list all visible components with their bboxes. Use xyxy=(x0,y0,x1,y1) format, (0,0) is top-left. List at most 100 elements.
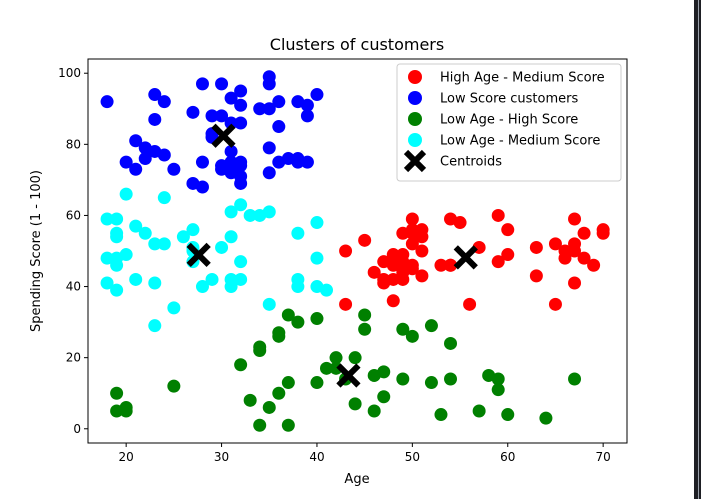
data-point xyxy=(558,244,572,258)
data-point xyxy=(434,408,448,422)
data-point xyxy=(110,386,124,400)
plot-area xyxy=(100,70,610,432)
data-point xyxy=(396,248,410,262)
data-point xyxy=(291,155,305,169)
data-point xyxy=(415,230,429,244)
data-point xyxy=(310,216,324,230)
data-point xyxy=(195,77,209,91)
data-point xyxy=(205,272,219,286)
data-point xyxy=(100,95,114,109)
data-point xyxy=(272,120,286,134)
data-point xyxy=(348,351,362,365)
data-point xyxy=(272,386,286,400)
data-point xyxy=(262,77,276,91)
legend-marker-high-age-medium-score xyxy=(408,70,422,84)
data-point xyxy=(176,230,190,244)
data-point xyxy=(319,361,333,375)
data-point xyxy=(300,98,314,112)
centroid-marker xyxy=(336,363,361,388)
legend: High Age - Medium Score Low Score custome… xyxy=(396,63,622,182)
window-edge-strip xyxy=(694,0,701,499)
data-point xyxy=(157,237,171,251)
data-point xyxy=(195,280,209,294)
data-point xyxy=(310,312,324,326)
data-point xyxy=(424,376,438,390)
data-point xyxy=(272,326,286,340)
data-point xyxy=(291,315,305,329)
data-point xyxy=(300,109,314,123)
data-point xyxy=(138,226,152,240)
data-point xyxy=(186,105,200,119)
data-point xyxy=(262,297,276,311)
legend-label: Low Age - Medium Score xyxy=(440,134,600,149)
data-point xyxy=(444,372,458,386)
y-tick-label: 100 xyxy=(58,66,81,80)
data-point xyxy=(195,180,209,194)
data-point xyxy=(234,116,248,130)
data-point xyxy=(262,102,276,116)
data-point xyxy=(100,276,114,290)
legend-marker-centroids xyxy=(403,149,427,173)
data-point xyxy=(224,230,238,244)
centroid-marker xyxy=(453,245,478,270)
y-tick-label: 80 xyxy=(66,137,81,151)
data-point xyxy=(405,223,419,237)
data-point xyxy=(377,390,391,404)
data-point xyxy=(501,408,515,422)
data-point xyxy=(310,376,324,390)
x-tick-label: 60 xyxy=(500,450,515,464)
series-low-age-high-score xyxy=(110,308,582,432)
data-point xyxy=(205,109,219,123)
data-point xyxy=(577,251,591,265)
centroid-marker xyxy=(186,242,211,268)
data-point xyxy=(501,248,515,262)
data-point xyxy=(444,258,458,272)
data-point xyxy=(281,418,295,432)
data-point xyxy=(224,205,238,219)
data-point xyxy=(577,226,591,240)
data-point xyxy=(215,109,229,123)
data-point xyxy=(224,91,238,105)
data-point xyxy=(405,237,419,251)
data-point xyxy=(215,77,229,91)
data-point xyxy=(377,365,391,379)
data-point xyxy=(548,237,562,251)
data-point xyxy=(310,88,324,102)
data-point xyxy=(234,255,248,269)
data-point xyxy=(167,301,181,315)
x-tick-label: 30 xyxy=(214,450,229,464)
data-point xyxy=(386,294,400,308)
data-point xyxy=(148,112,162,126)
data-point xyxy=(281,376,295,390)
data-point xyxy=(405,262,419,276)
data-point xyxy=(129,162,143,176)
data-point xyxy=(568,244,582,258)
data-point xyxy=(444,336,458,350)
series-high-age-medium-score xyxy=(339,208,610,311)
data-point xyxy=(529,269,543,283)
data-point xyxy=(129,272,143,286)
data-point xyxy=(119,187,133,201)
data-point xyxy=(529,240,543,254)
data-point xyxy=(167,379,181,393)
data-point xyxy=(310,251,324,265)
data-point xyxy=(195,155,209,169)
data-point xyxy=(129,134,143,148)
data-point xyxy=(491,372,505,386)
x-tick-label: 20 xyxy=(119,450,134,464)
data-point xyxy=(157,148,171,162)
data-point xyxy=(138,152,152,166)
axis-ticks: 20 30 40 50 60 70 0 20 40 60 80 100 xyxy=(58,66,611,464)
data-point xyxy=(215,240,229,254)
data-point xyxy=(596,226,610,240)
data-point xyxy=(491,255,505,269)
legend-marker-low-age-high-score xyxy=(408,112,422,126)
data-point xyxy=(319,283,333,297)
data-point xyxy=(148,237,162,251)
data-point xyxy=(424,319,438,333)
data-point xyxy=(100,251,114,265)
data-point xyxy=(157,95,171,109)
data-point xyxy=(386,272,400,286)
legend-box xyxy=(396,63,622,182)
